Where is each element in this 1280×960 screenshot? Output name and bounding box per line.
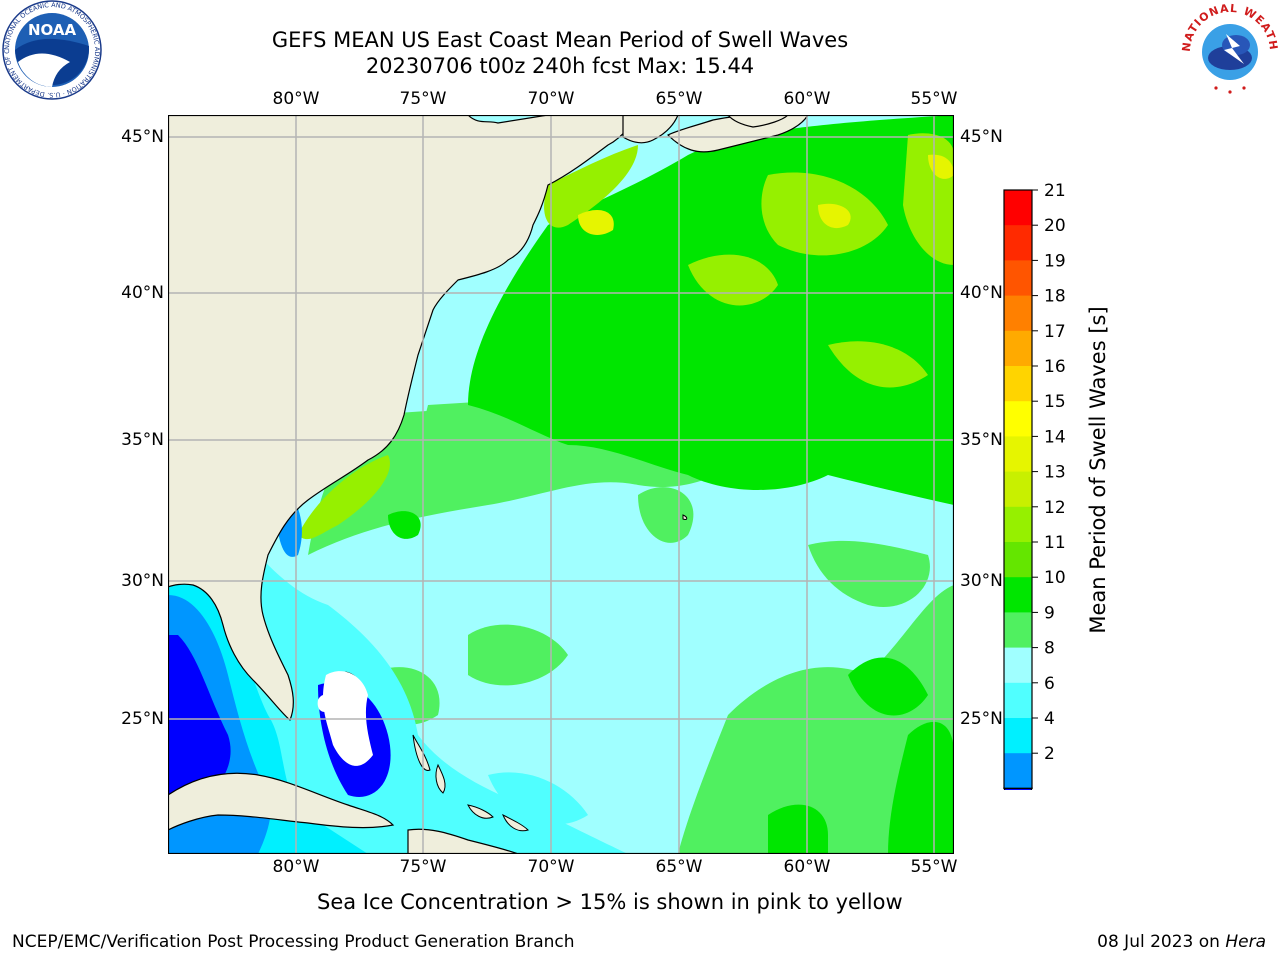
colorbar-segment <box>1004 753 1032 789</box>
colorbar-title: Mean Period of Swell Waves [s] <box>1086 306 1110 634</box>
lat-label: 35°N <box>121 430 164 450</box>
colorbar-tick-label: 16 <box>1044 357 1066 377</box>
map-panel <box>168 115 954 854</box>
lat-lon-grid <box>168 115 954 854</box>
colorbar-segment <box>1004 225 1032 261</box>
noaa-logo: NATIONAL OCEANIC AND ATMOSPHERIC ADMINIS… <box>0 0 102 100</box>
footer-date: 08 Jul 2023 on Hera <box>1097 932 1266 952</box>
lat-label: 40°N <box>121 283 164 303</box>
colorbar-tick-label: 18 <box>1044 287 1066 307</box>
lon-label: 80°W <box>272 857 320 877</box>
colorbar-tick-label: 13 <box>1044 463 1066 483</box>
lat-label: 35°N <box>960 430 1003 450</box>
lat-label: 30°N <box>121 571 164 591</box>
chart-subtitle: 20230706 t00z 240h fcst Max: 15.44 <box>365 54 755 78</box>
colorbar-segment <box>1004 612 1032 649</box>
colorbar-tick-label: 10 <box>1044 568 1066 588</box>
nws-logo: NATIONAL WEATHER SERVICE <box>1180 0 1279 99</box>
lat-label: 45°N <box>960 127 1003 147</box>
colorbar-tick-label: 19 <box>1044 251 1066 271</box>
footer-credit: NCEP/EMC/Verification Post Processing Pr… <box>12 932 575 952</box>
lon-label: 75°W <box>399 89 447 109</box>
lat-label: 45°N <box>121 127 164 147</box>
colorbar-tick-label: 11 <box>1044 533 1066 553</box>
lon-label: 70°W <box>527 89 575 109</box>
lon-label: 80°W <box>272 89 320 109</box>
footer-host: Hera <box>1225 932 1266 952</box>
lat-label: 25°N <box>121 709 164 729</box>
colorbar-segment <box>1004 190 1032 226</box>
colorbar-segment <box>1004 542 1032 578</box>
lon-label: 75°W <box>399 857 447 877</box>
lat-label: 25°N <box>960 709 1003 729</box>
swell-13-15-region <box>578 154 954 235</box>
colorbar-tick-label: 2 <box>1044 744 1055 764</box>
colorbar-tick-label: 9 <box>1044 603 1055 623</box>
colorbar-segment <box>1004 718 1032 754</box>
lat-label: 30°N <box>960 571 1003 591</box>
colorbar-frame <box>1003 189 1033 790</box>
colorbar-tick-label: 14 <box>1044 427 1066 447</box>
colorbar: 21 20 19 18 17 16 15 14 13 12 11 10 9 8 6 4 2 <box>1003 181 1066 790</box>
colorbar-tick-label: 21 <box>1044 181 1066 201</box>
colorbar-tick-label: 6 <box>1044 674 1055 694</box>
sea-ice-note: Sea Ice Concentration > 15% is shown in … <box>317 890 903 914</box>
colorbar-segment <box>1004 260 1032 297</box>
noaa-logo-text: NOAA <box>28 21 77 39</box>
colorbar-segment <box>1004 330 1032 367</box>
lon-label: 55°W <box>910 89 958 109</box>
footer-date-text: 08 Jul 2023 on <box>1097 932 1226 952</box>
colorbar-segment <box>1004 682 1032 719</box>
lon-label: 65°W <box>655 857 703 877</box>
colorbar-tick-label: 12 <box>1044 498 1066 518</box>
colorbar-tick-label: 20 <box>1044 216 1066 236</box>
colorbar-segment <box>1004 366 1032 402</box>
colorbar-segment <box>1004 436 1032 473</box>
colorbar-segment <box>1004 295 1032 332</box>
colorbar-tick-label: 17 <box>1044 322 1066 342</box>
lat-label: 40°N <box>960 283 1003 303</box>
colorbar-segment <box>1004 401 1032 437</box>
lon-label: 60°W <box>783 89 831 109</box>
lon-label: 65°W <box>655 89 703 109</box>
colorbar-tick-label: 15 <box>1044 392 1066 412</box>
colorbar-segment <box>1004 577 1032 613</box>
chart-title: GEFS MEAN US East Coast Mean Period of S… <box>271 28 849 52</box>
caribbean-islands <box>412 514 688 832</box>
land <box>168 115 809 854</box>
lon-label: 70°W <box>527 857 575 877</box>
colorbar-segment <box>1004 506 1032 543</box>
lon-label: 60°W <box>783 857 831 877</box>
colorbar-tick-label: 4 <box>1044 709 1055 729</box>
colorbar-segment <box>1004 471 1032 508</box>
colorbar-tick-label: 8 <box>1044 639 1055 659</box>
colorbar-segment <box>1004 647 1032 684</box>
lon-label: 55°W <box>910 857 958 877</box>
